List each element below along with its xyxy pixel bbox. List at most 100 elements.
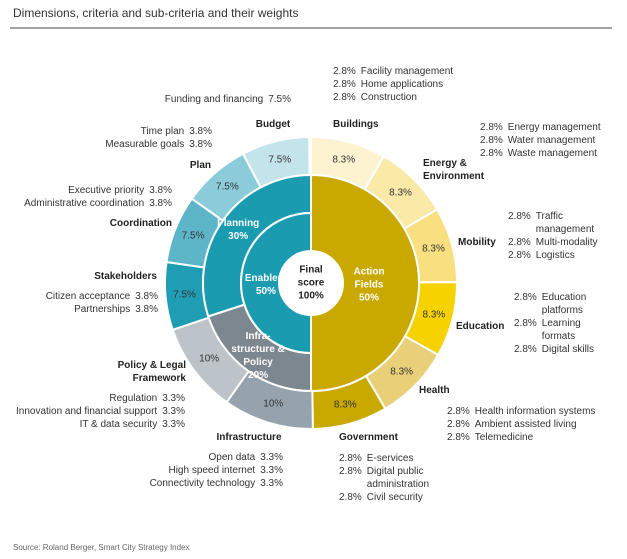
subcriterion-weight: 3.8%	[149, 185, 172, 196]
subcriterion: 2.8% Learning formats	[514, 317, 614, 343]
subcriterion-name: Partnerships	[74, 304, 131, 315]
subcriteria: Funding and financing 7.5%	[165, 93, 291, 106]
subcriteria: Regulation 3.3% Innovation and financial s…	[16, 392, 185, 431]
subcriterion: Partnerships 3.8%	[46, 303, 158, 316]
subcriterion: Administrative coordination 3.8%	[24, 197, 172, 210]
subcriterion-name: Citizen acceptance	[45, 291, 131, 302]
subcriterion-weight: 2.8%	[447, 432, 470, 443]
subcriterion-weight: 2.8%	[333, 92, 356, 103]
subcriterion-name: Logistics	[535, 250, 575, 261]
subcriterion-name: Multi-modality	[535, 237, 598, 248]
subcriteria: Time plan 3.8% Measurable goals 3.8%	[105, 125, 212, 151]
subcriterion-weight: 2.8%	[508, 211, 531, 222]
subcriterion-weight: 2.8%	[339, 492, 362, 503]
subcriterion: Innovation and financial support 3.3%	[16, 405, 185, 418]
criterion-label: Infrastructure	[216, 432, 282, 443]
subcriterion-name: Executive priority	[68, 185, 145, 196]
segment-value-label: 7.5%	[268, 154, 292, 166]
criterion-label: Education	[456, 321, 505, 332]
subcriterion-name: Digital public administration	[366, 466, 430, 490]
dimension-label-value: 30%	[228, 231, 249, 243]
subcriterion: 2.8% Facility management	[333, 65, 561, 78]
subcriterion-name: IT & data security	[79, 419, 158, 430]
subcriterion-name: Education platforms	[541, 292, 587, 316]
subcriterion-name: Civil security	[366, 492, 423, 503]
group-label: Action Fields 50%	[344, 266, 394, 305]
subcriterion-weight: 3.8%	[149, 198, 172, 209]
inner-segment	[310, 173, 420, 393]
subcriterion-name: E-services	[366, 453, 414, 464]
group-label-value: 50%	[255, 286, 276, 297]
subcriterion-weight: 3.3%	[260, 465, 283, 476]
group-label-name: Action Fields	[353, 266, 385, 291]
subcriterion-name: Regulation	[109, 393, 158, 404]
subcriterion-name: Waste management	[507, 148, 597, 159]
center-label-value: 100%	[298, 290, 324, 302]
subcriterion-weight: 2.8%	[480, 122, 503, 133]
criterion-label: Government	[339, 432, 398, 443]
subcriterion: Measurable goals 3.8%	[105, 138, 212, 151]
subcriterion: 2.8% Multi-modality	[508, 236, 611, 249]
subcriterion: 2.8% Education platforms	[514, 291, 614, 317]
dimension-label: Infra-structure & Policy 20%	[229, 330, 287, 382]
subcriterion-name: Learning formats	[541, 318, 581, 342]
subcriterion: Time plan 3.8%	[105, 125, 212, 138]
subcriterion-weight: 3.3%	[162, 406, 185, 417]
subcriterion: 2.8% Civil security	[339, 491, 462, 504]
segment-value-label: 8.3%	[422, 309, 446, 321]
dimension-label-name: Planning	[217, 218, 260, 230]
subcriterion: 2.8% Logistics	[508, 249, 611, 262]
subcriterion: IT & data security 3.3%	[16, 418, 185, 431]
subcriterion-name: Connectivity technology	[149, 478, 256, 489]
subcriterion-name: Health information systems	[474, 406, 596, 417]
subcriterion: 2.8% E-services	[339, 452, 462, 465]
dimension-label-name: Infra-structure & Policy	[231, 330, 285, 368]
segment-value-label: 7.5%	[173, 289, 196, 301]
subcriterion: Funding and financing 7.5%	[165, 93, 291, 106]
subcriterion: 2.8% Water management	[480, 134, 627, 147]
subcriterion: 2.8% Health information systems	[447, 405, 600, 418]
subcriterion-weight: 2.8%	[333, 79, 356, 90]
center-label-name: Final score	[297, 264, 325, 289]
subcriteria: 2.8% E-services 2.8% Digital public adminis…	[339, 452, 462, 504]
subcriterion: 2.8% Construction	[333, 91, 561, 104]
subcriterion-weight: 2.8%	[333, 66, 356, 77]
subcriterion: Connectivity technology 3.3%	[150, 477, 283, 490]
subcriterion-name: Time plan	[140, 126, 185, 137]
subcriterion-weight: 2.8%	[508, 250, 531, 261]
subcriterion-weight: 7.5%	[268, 94, 291, 105]
subcriterion: High speed internet 3.3%	[150, 464, 283, 477]
subcriterion-weight: 3.8%	[189, 139, 212, 150]
criterion-label: Buildings	[333, 119, 379, 130]
subcriterion: 2.8% Telemedicine	[447, 431, 600, 444]
group-label: Enablers 50%	[241, 272, 291, 298]
segment-value-label: 10%	[263, 398, 284, 410]
subcriterion-weight: 2.8%	[447, 419, 470, 430]
subcriterion-name: Administrative coordination	[24, 198, 145, 209]
subcriteria: 2.8% Traffic management 2.8% Multi-modality…	[508, 210, 611, 262]
subcriterion-name: Energy management	[507, 122, 601, 133]
subcriterion-weight: 3.8%	[135, 291, 158, 302]
subcriterion-name: Measurable goals	[105, 139, 185, 150]
segment-value-label: 7.5%	[181, 230, 205, 242]
subcriterion-weight: 3.8%	[189, 126, 212, 137]
subcriterion-weight: 3.3%	[260, 478, 283, 489]
subcriteria: 2.8% Education platforms 2.8% Learning form…	[514, 291, 614, 356]
subcriterion-weight: 2.8%	[480, 148, 503, 159]
subcriterion-weight: 3.3%	[260, 452, 283, 463]
subcriterion-name: Facility management	[360, 66, 454, 77]
criterion-label: Budget	[255, 119, 291, 130]
subcriterion-weight: 3.3%	[162, 419, 185, 430]
subcriterion: Open data 3.3%	[150, 451, 283, 464]
subcriterion-weight: 2.8%	[480, 135, 503, 146]
subcriterion-weight: 3.3%	[162, 393, 185, 404]
subcriterion: 2.8% Traffic management	[508, 210, 611, 236]
inner-segment	[240, 211, 312, 355]
segment-value-label: 8.3%	[390, 366, 414, 378]
subcriterion: 2.8% Digital public administration	[339, 465, 462, 491]
criterion-label: Energy & Environment	[423, 158, 485, 182]
subcriterion: 2.8% Energy management	[480, 121, 627, 134]
segment-value-label: 8.3%	[389, 187, 412, 199]
subcriterion: 2.8% Home applications	[333, 78, 561, 91]
